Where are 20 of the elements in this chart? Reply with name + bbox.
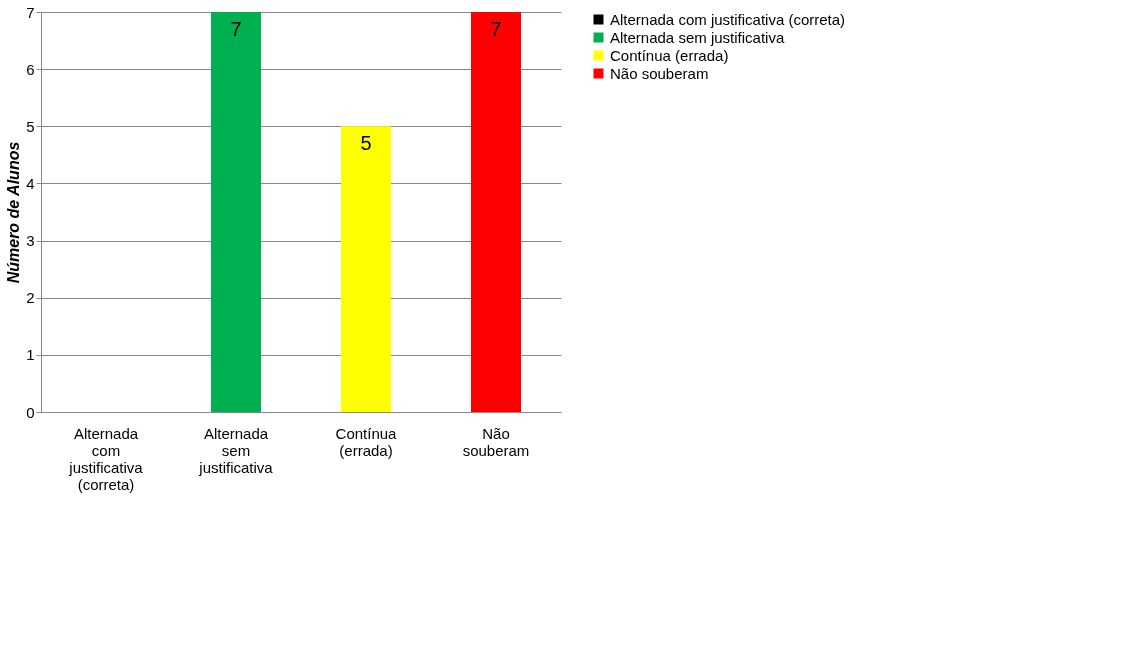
y-axis-title: Número de Alunos [5, 141, 23, 284]
y-tick-label: 6 [26, 60, 35, 78]
data-label: 7 [230, 18, 242, 40]
legend-label: Contínua (errada) [610, 46, 729, 64]
y-tick-label: 7 [26, 3, 35, 21]
y-tick-label: 4 [26, 174, 35, 192]
x-tick-label: Alternada sem justificativa [198, 424, 274, 476]
y-tick-label: 5 [26, 117, 35, 135]
x-tick-label: Não souberam [462, 424, 530, 459]
y-tick-label: 3 [26, 232, 35, 250]
legend-label: Alternada sem justificativa [610, 28, 785, 46]
data-label: 5 [360, 132, 372, 155]
x-tick-label: Contínua (errada) [335, 424, 398, 459]
data-label: 7 [490, 18, 502, 40]
legend-label: Não souberam [610, 64, 709, 82]
y-tick-label: 2 [26, 289, 35, 307]
legend-label: Alternada com justificativa (correta) [610, 10, 846, 28]
y-tick-label: 0 [26, 403, 35, 421]
x-tick-label: Alternada com justificativa (correta) [68, 424, 144, 493]
y-tick-label: 1 [26, 346, 35, 364]
